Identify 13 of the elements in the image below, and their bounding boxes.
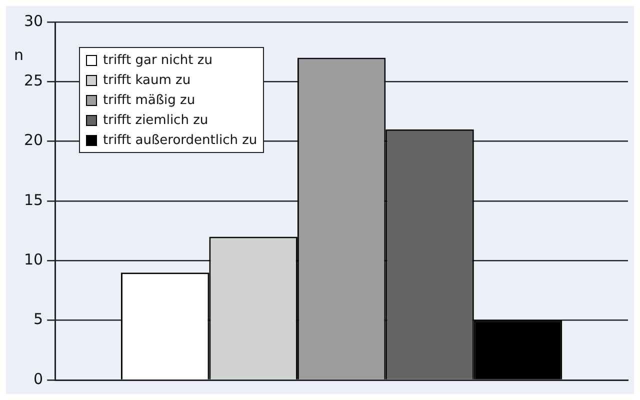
legend-label: trifft außerordentlich zu [103, 132, 258, 148]
y-tick-label: 20 [24, 131, 44, 150]
y-tick-label: 30 [24, 12, 44, 30]
legend-label: trifft kaum zu [103, 72, 191, 88]
y-tick-label: 0 [34, 370, 44, 388]
y-tick-label: 5 [34, 310, 44, 328]
legend-label: trifft ziemlich zu [103, 112, 208, 128]
legend-label: trifft mäßig zu [103, 92, 196, 108]
y-tick-label: 25 [24, 72, 44, 90]
y-axis-title: n [14, 46, 24, 64]
y-tick-label: 15 [24, 190, 44, 209]
legend-label: trifft gar nicht zu [103, 52, 212, 68]
y-tick-label: 10 [24, 250, 44, 269]
